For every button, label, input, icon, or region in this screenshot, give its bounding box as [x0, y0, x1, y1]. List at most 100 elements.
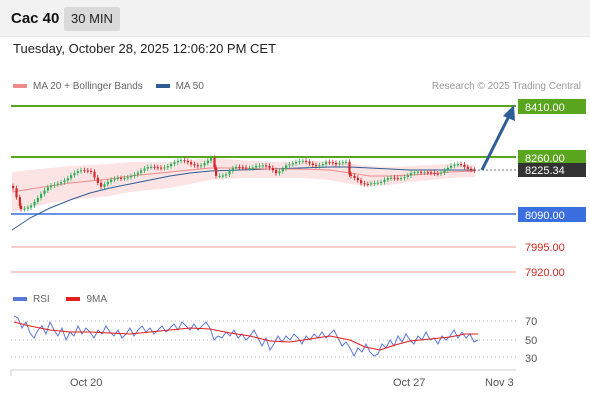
candle-body	[183, 159, 186, 161]
candle-body	[403, 177, 406, 179]
candle-body	[173, 162, 176, 164]
price-tag-8090: 8090.00	[518, 207, 586, 222]
candle-body	[258, 165, 261, 167]
candle-body	[133, 174, 136, 176]
candle-body	[311, 163, 314, 166]
candle-body	[331, 162, 334, 164]
candle-body	[136, 172, 139, 175]
price-label-7995: 7995.00	[525, 242, 565, 254]
candle-body	[235, 166, 238, 169]
candle-body	[416, 171, 419, 173]
candle-body	[386, 178, 389, 180]
candle-body	[430, 172, 433, 174]
candle-body	[126, 177, 129, 179]
price-label-7920: 7920.00	[525, 267, 565, 279]
candle-body	[318, 165, 321, 167]
price-tag-last: 8225.34	[518, 163, 586, 177]
candle-body	[73, 172, 76, 176]
candle-body	[356, 177, 359, 181]
candle-body	[463, 164, 466, 167]
candle-body	[200, 165, 203, 167]
candle-body	[406, 175, 409, 178]
candle-body	[456, 164, 459, 166]
rsi-legend: RSI 9MA	[13, 294, 107, 305]
x-axis-label-oct20: Oct 20	[70, 377, 102, 389]
candle-body	[103, 184, 106, 187]
candle-body	[420, 171, 423, 173]
candle-body	[390, 177, 393, 179]
candle-body	[383, 179, 386, 182]
candle-body	[100, 182, 103, 187]
candle-body	[436, 173, 439, 175]
candle-body	[30, 205, 33, 208]
candle-body	[213, 157, 216, 168]
candle-body	[450, 165, 453, 168]
candle-body	[228, 171, 231, 175]
candle-body	[231, 168, 234, 172]
candlestick-series	[12, 155, 476, 212]
bollinger-band	[12, 158, 475, 212]
candle-body	[366, 183, 369, 185]
ma50-swatch	[155, 84, 170, 89]
candle-body	[66, 178, 69, 181]
candle-body	[153, 166, 156, 168]
legend-ma50: MA 50	[175, 81, 204, 92]
candle-body	[350, 174, 353, 176]
candle-body	[453, 164, 456, 166]
candle-body	[70, 175, 73, 179]
candle-body	[120, 177, 123, 179]
price-tag-8260-label: 8260.00	[525, 153, 565, 165]
candle-body	[60, 182, 63, 184]
candle-body	[305, 160, 308, 162]
candle-body	[281, 168, 284, 172]
candle-body	[80, 170, 83, 172]
price-tag-8090-label: 8090.00	[525, 210, 565, 222]
candle-body	[466, 166, 469, 169]
candle-body	[423, 172, 426, 174]
candle-body	[203, 163, 206, 166]
candle-body	[241, 167, 244, 169]
candle-body	[143, 168, 146, 171]
candle-body	[341, 162, 344, 164]
candle-body	[150, 166, 153, 168]
candle-body	[20, 205, 23, 210]
candle-body	[170, 163, 173, 167]
candle-body	[113, 178, 116, 180]
candle-body	[308, 161, 311, 164]
candle-body	[33, 201, 36, 206]
candle-body	[40, 194, 43, 198]
candle-body	[180, 159, 183, 161]
candle-body	[225, 174, 228, 176]
ma50-line	[11, 166, 475, 231]
candle-body	[348, 161, 351, 175]
candle-body	[275, 170, 278, 174]
candle-body	[345, 161, 348, 163]
legend-rsi-ma: 9MA	[86, 294, 108, 305]
candle-body	[315, 165, 318, 167]
rsi-level-30: 30	[525, 353, 537, 365]
candle-body	[186, 160, 189, 163]
candle-body	[238, 166, 241, 168]
candle-body	[210, 157, 213, 161]
candle-body	[373, 183, 376, 185]
rsi-swatch	[13, 297, 27, 302]
ma20-line	[11, 167, 476, 193]
candle-body	[123, 178, 126, 180]
candle-body	[15, 188, 18, 198]
candle-body	[446, 167, 449, 171]
candle-body	[190, 162, 193, 165]
candle-body	[140, 170, 143, 173]
candle-body	[261, 165, 264, 167]
candle-body	[206, 160, 209, 164]
candle-body	[321, 164, 324, 166]
timeframe-button[interactable]: 30 MIN	[64, 7, 120, 31]
ma20-swatch	[13, 84, 27, 89]
candle-body	[36, 197, 39, 202]
candle-body	[440, 172, 443, 174]
candle-body	[265, 165, 268, 167]
candle-body	[160, 167, 163, 169]
candle-body	[193, 164, 196, 166]
candle-body	[271, 167, 274, 171]
candle-body	[63, 180, 66, 183]
